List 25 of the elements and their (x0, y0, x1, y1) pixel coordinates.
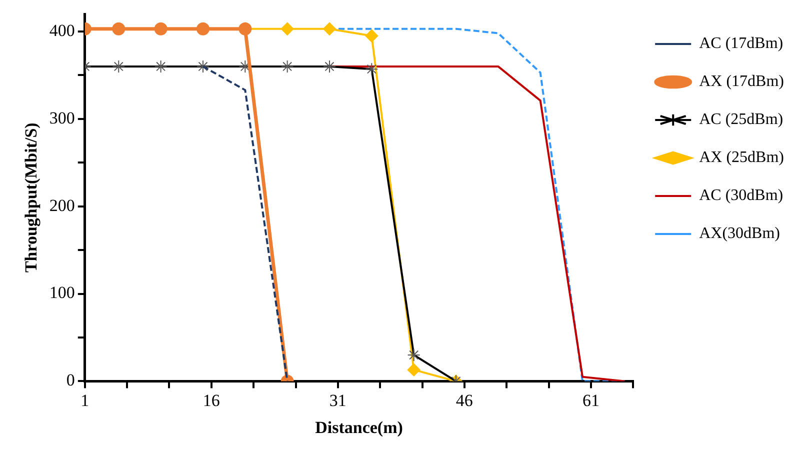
point (365, 29, 378, 42)
point (322, 22, 336, 36)
x-axis-title: Distance(m) (315, 418, 403, 438)
y-tick-label: 300 (49, 108, 75, 128)
point (154, 22, 168, 36)
point (407, 363, 420, 376)
legend-label: AX (17dBm) (699, 73, 784, 90)
legend-label: AC (25dBm) (699, 111, 784, 128)
x-tick-label: 16 (202, 390, 220, 410)
x-tick-label: 46 (456, 390, 473, 410)
y-tick-label: 400 (49, 20, 75, 40)
legend-label: AC (17dBm) (699, 35, 784, 52)
legend-label: AC (30dBm) (699, 187, 784, 204)
y-tick-label: 100 (49, 283, 75, 302)
x-tick-label: 31 (329, 390, 346, 410)
x-tick-label: 61 (582, 390, 600, 410)
y-axis-title: Throughput(Mbit/S) (22, 122, 41, 273)
point (196, 22, 210, 36)
legend-label: AX (25dBm) (699, 149, 784, 166)
legend-label: AX(30dBm) (699, 225, 780, 242)
y-tick-label: 200 (49, 196, 75, 215)
x-tick-label: 1 (80, 390, 90, 410)
point (280, 22, 294, 36)
point (112, 22, 126, 36)
y-tick-label: 0 (66, 370, 75, 390)
